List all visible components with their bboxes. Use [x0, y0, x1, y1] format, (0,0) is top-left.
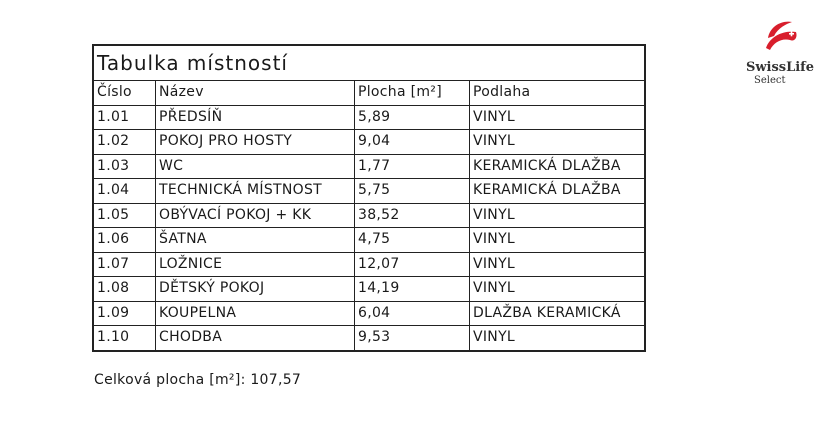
table-row: 1.09 KOUPELNA 6,04 DLAŽBA KERAMICKÁ — [92, 300, 646, 326]
room-name: WC — [155, 153, 355, 179]
table-row: 1.08 DĚTSKÝ POKOJ 14,19 VINYL — [92, 276, 646, 302]
room-number: 1.02 — [92, 129, 156, 155]
room-floor: VINYL — [469, 251, 646, 277]
rooms-table: Tabulka místností Číslo Název Plocha [m²… — [92, 44, 646, 352]
room-floor: VINYL — [469, 325, 646, 351]
table-title: Tabulka místností — [92, 44, 646, 81]
logo-sub: Select — [754, 75, 786, 86]
room-number: 1.04 — [92, 178, 156, 204]
room-name: POKOJ PRO HOSTY — [155, 129, 355, 155]
room-name: CHODBA — [155, 325, 355, 351]
room-floor: KERAMICKÁ DLAŽBA — [469, 153, 646, 179]
table-row: 1.04 TECHNICKÁ MÍSTNOST 5,75 KERAMICKÁ DLAŽ… — [92, 178, 646, 204]
header-name: Název — [155, 80, 355, 106]
room-floor: VINYL — [469, 202, 646, 228]
swisslife-emblem-icon — [766, 21, 797, 50]
room-area: 4,75 — [354, 227, 470, 253]
header-row: Číslo Název Plocha [m²] Podlaha — [92, 80, 646, 106]
room-number: 1.01 — [92, 104, 156, 130]
table-row: 1.10 CHODBA 9,53 VINYL — [92, 325, 646, 351]
room-floor: VINYL — [469, 104, 646, 130]
room-floor: KERAMICKÁ DLAŽBA — [469, 178, 646, 204]
room-number: 1.06 — [92, 227, 156, 253]
table-row: 1.01 PŘEDSÍŇ 5,89 VINYL — [92, 104, 646, 130]
room-name: PŘEDSÍŇ — [155, 104, 355, 130]
swisslife-logo: SwissLife Select — [745, 18, 815, 86]
room-area: 14,19 — [354, 276, 470, 302]
room-name: TECHNICKÁ MÍSTNOST — [155, 178, 355, 204]
room-area: 1,77 — [354, 153, 470, 179]
room-area: 6,04 — [354, 300, 470, 326]
table-row: 1.02 POKOJ PRO HOSTY 9,04 VINYL — [92, 129, 646, 155]
room-number: 1.07 — [92, 251, 156, 277]
room-floor: DLAŽBA KERAMICKÁ — [469, 300, 646, 326]
total-area: Celková plocha [m²]: 107,57 — [94, 372, 302, 388]
room-name: ŠATNA — [155, 227, 355, 253]
room-number: 1.10 — [92, 325, 156, 351]
table-row: 1.03 WC 1,77 KERAMICKÁ DLAŽBA — [92, 153, 646, 179]
room-area: 9,04 — [354, 129, 470, 155]
logo-brand: SwissLife — [745, 60, 815, 75]
header-floor: Podlaha — [469, 80, 646, 106]
room-area: 5,89 — [354, 104, 470, 130]
room-area: 12,07 — [354, 251, 470, 277]
room-name: OBÝVACÍ POKOJ + KK — [155, 202, 355, 228]
room-name: LOŽNICE — [155, 251, 355, 277]
table-row: 1.05 OBÝVACÍ POKOJ + KK 38,52 VINYL — [92, 202, 646, 228]
room-number: 1.03 — [92, 153, 156, 179]
room-area: 9,53 — [354, 325, 470, 351]
room-name: DĚTSKÝ POKOJ — [155, 276, 355, 302]
room-floor: VINYL — [469, 227, 646, 253]
room-area: 5,75 — [354, 178, 470, 204]
room-number: 1.05 — [92, 202, 156, 228]
room-floor: VINYL — [469, 129, 646, 155]
table-row: 1.07 LOŽNICE 12,07 VINYL — [92, 251, 646, 277]
table-row: 1.06 ŠATNA 4,75 VINYL — [92, 227, 646, 253]
room-number: 1.08 — [92, 276, 156, 302]
room-name: KOUPELNA — [155, 300, 355, 326]
room-area: 38,52 — [354, 202, 470, 228]
header-number: Číslo — [92, 80, 156, 106]
room-floor: VINYL — [469, 276, 646, 302]
room-number: 1.09 — [92, 300, 156, 326]
header-area: Plocha [m²] — [354, 80, 470, 106]
